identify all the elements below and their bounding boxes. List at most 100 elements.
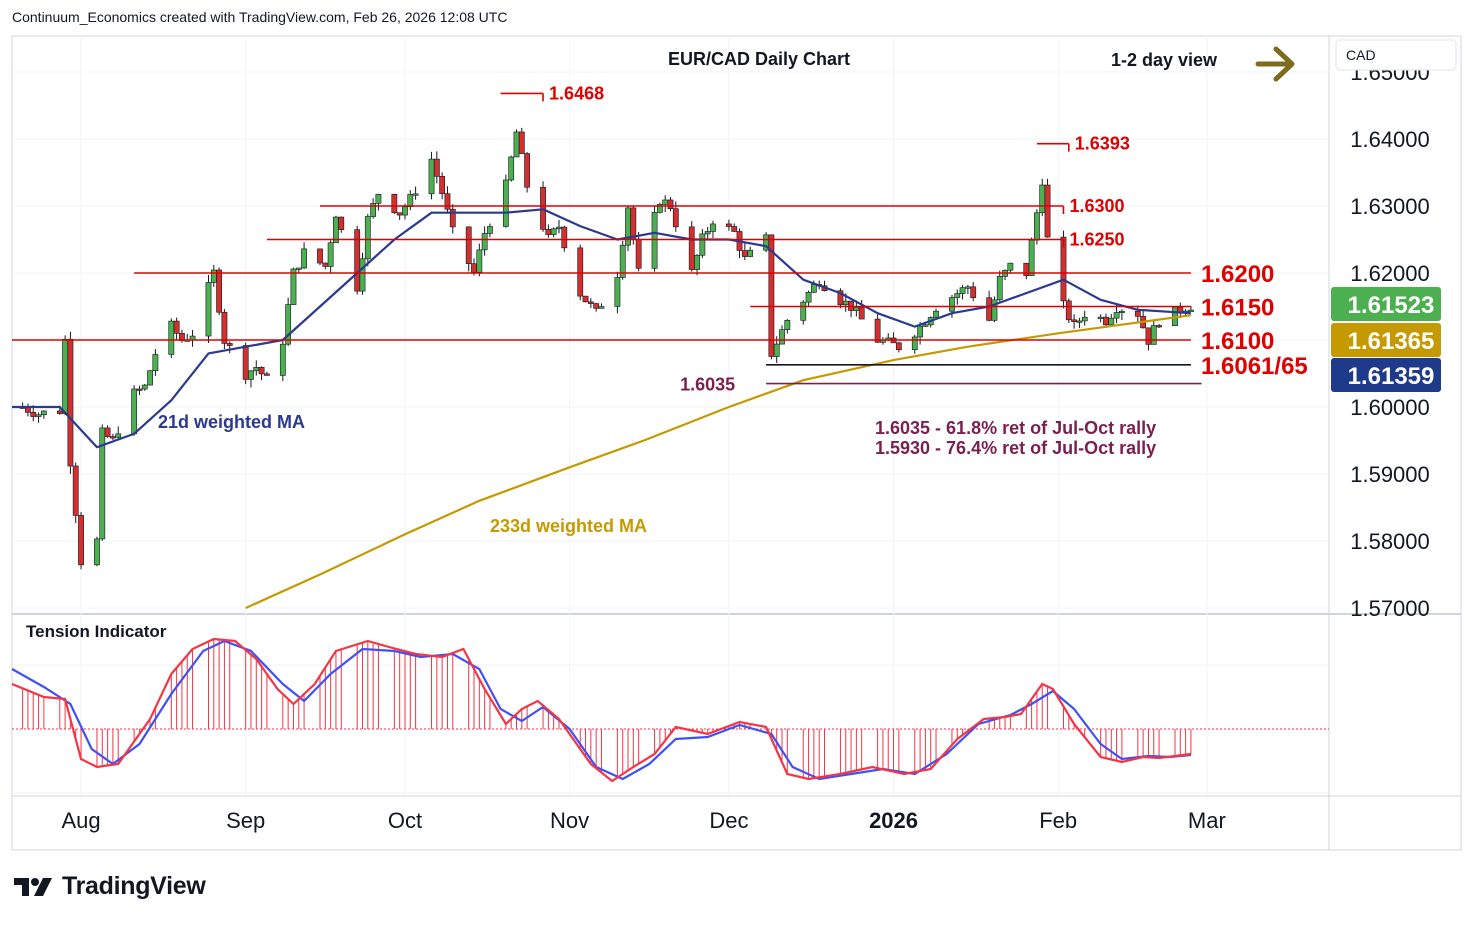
candle-up [115,426,122,440]
chart-frame [11,35,1462,851]
candle-body [949,297,955,312]
candle-body [67,338,74,467]
candle-down [1140,309,1147,329]
price-tag-text: 1.61523 [1348,292,1435,319]
candle-body [672,208,679,228]
candle-body [327,242,334,267]
candle-body [688,226,695,270]
price-tags: 1.61523 1.61365 1.61359 [1331,287,1441,392]
candle-body [471,263,477,273]
candle-body [895,342,902,351]
candle-up [99,424,106,541]
level-1.6100: 1.6100 [12,328,1274,355]
candle-up [1039,178,1046,217]
candle-body [1118,310,1125,314]
candle-body [1156,325,1162,328]
time-tick-label: Mar [1188,808,1226,833]
candle-up [1118,309,1125,321]
price-tick-label: 1.62000 [1350,261,1430,286]
candle-body [1034,212,1040,241]
candle-up [800,300,807,325]
candle-body [449,208,456,228]
price-tag-bg [1331,323,1441,357]
candle-body [964,286,971,289]
candle-body [704,231,711,235]
level-label: 1.6061/65 [1201,353,1308,380]
candle-body [407,194,414,208]
candle-up [1108,313,1115,327]
candle-up [1097,314,1104,323]
candle-down [109,433,116,441]
candle-body [651,212,658,269]
candle-body [593,303,600,309]
candle-body [40,410,47,416]
time-tick-label: Feb [1039,808,1077,833]
level-label: 1.6200 [1201,261,1274,288]
candle-body [710,223,716,232]
candle-down [1071,314,1077,329]
candle-body [481,233,488,251]
tradingview-wordmark: TradingView [62,872,206,900]
level-1.6150: 1.6150 [750,295,1274,322]
price-tag-bg [1331,358,1441,392]
candle-body [996,276,1003,301]
level-1.6300: 1.6300 [320,196,1125,216]
candle-body [1188,309,1194,312]
currency-box[interactable] [1335,39,1457,71]
ma233-annotation: 233d weighted MA [490,516,647,536]
candle-up [40,410,47,419]
price-tick-label: 1.60000 [1350,395,1430,420]
candle-body [62,338,69,414]
candle-body [1081,316,1088,322]
candle-body [99,427,106,540]
candle-up [556,219,562,234]
candle-body [109,436,116,439]
candle-body [1145,327,1152,345]
candle-down [338,216,345,233]
chart-title: EUR/CAD Daily Chart [668,49,850,69]
candle-body [402,206,408,216]
candle-body [954,293,961,298]
candle-body [104,427,111,437]
candle-up [662,195,669,213]
candle-down [1023,262,1030,280]
candle-down [1145,327,1152,351]
time-axis[interactable]: Aug Sep Oct Nov Dec 2026 Feb Mar [61,808,1225,833]
candle-body [768,234,775,357]
candle-body [518,131,525,154]
candle-body [248,370,254,380]
candle-body [550,228,557,235]
candle-up [513,129,520,158]
candle-body [959,287,966,294]
candle-body [922,324,929,327]
candle-body [524,153,531,188]
candle-up [880,337,886,345]
chart-credit: Continuum_Economics created with Trading… [12,9,508,25]
candle-body [741,250,748,257]
candle-down [322,262,329,270]
candle-body [619,244,626,278]
candle-body [1097,316,1104,319]
tradingview-logo[interactable]: TradingView [14,872,206,901]
candle-up [290,267,297,305]
candle-body [290,268,297,305]
candle-body [805,291,812,303]
candle-body [587,301,594,304]
candle-down [25,403,31,417]
candle-down [449,204,456,234]
candle-down [524,152,531,193]
view-label: 1-2 day view [1111,50,1218,70]
price-tag-text: 1.61365 [1348,328,1435,355]
candle-body [561,226,568,249]
candle-down [635,231,642,272]
time-tick-label: 2026 [869,808,918,833]
candle-up [619,240,626,280]
candle-body [694,254,700,270]
candle-up [959,284,966,300]
candle-down [439,172,446,200]
candle-body [258,367,265,375]
candle-up [189,329,196,347]
candle-body [136,388,143,391]
